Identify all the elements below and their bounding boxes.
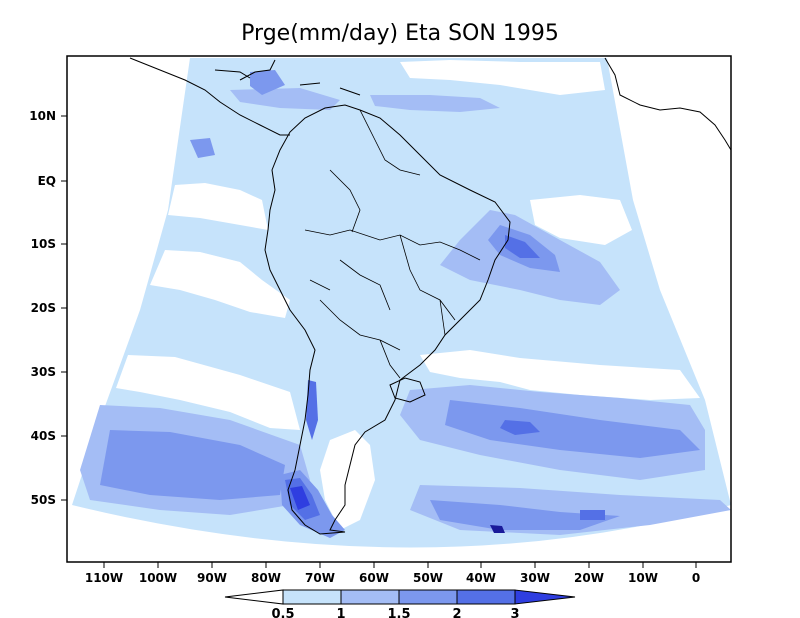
colorbar-segment-lt-0.5 <box>224 589 284 605</box>
lat-label-10n: 10N <box>29 109 56 123</box>
colorbar-segment-0.5-1 <box>282 589 342 605</box>
country-borders <box>304 109 481 379</box>
lat-label-20s: 20S <box>31 301 56 315</box>
lon-label-10w: 10W <box>628 571 658 585</box>
latitude-axis: 10N EQ 10S 20S 30S 40S 50S <box>29 109 67 507</box>
lon-label-70w: 70W <box>305 571 335 585</box>
lon-label-100w: 100W <box>139 571 177 585</box>
colorbar-segment-gt-3 <box>514 589 576 605</box>
lon-label-110w: 110W <box>85 571 123 585</box>
caribbean-islands <box>214 69 361 96</box>
lat-label-40s: 40S <box>31 429 56 443</box>
lon-label-20w: 20W <box>574 571 604 585</box>
colorbar-segment-1-1.5 <box>340 589 400 605</box>
colorbar-segment-2-3 <box>456 589 516 605</box>
lon-label-50w: 50W <box>413 571 443 585</box>
extreme-precip-areas <box>285 235 605 533</box>
lon-label-0: 0 <box>692 571 700 585</box>
coastlines <box>129 57 732 535</box>
south-america-outline <box>264 104 511 535</box>
lat-label-eq: EQ <box>38 174 56 188</box>
colorbar-label-1.5: 1.5 <box>387 607 410 618</box>
map-title: Prge(mm/day) Eta SON 1995 <box>241 21 559 46</box>
colorbar-label-2: 2 <box>452 607 461 618</box>
lon-label-60w: 60W <box>359 571 389 585</box>
longitude-axis: 110W 100W 90W 80W 70W 60W 50W 40W 30W 20… <box>85 562 700 585</box>
colorbar: 0.5 1 1.5 2 3 <box>224 589 576 618</box>
lat-label-50s: 50S <box>31 493 56 507</box>
lat-label-30s: 30S <box>31 365 56 379</box>
colorbar-segment-1.5-2 <box>398 589 458 605</box>
lon-label-90w: 90W <box>197 571 227 585</box>
rio-de-la-plata <box>389 377 426 403</box>
africa-outline <box>604 57 732 151</box>
colorbar-label-1: 1 <box>336 607 345 618</box>
lon-label-80w: 80W <box>251 571 281 585</box>
low-precip-areas <box>116 60 700 530</box>
colorbar-label-3: 3 <box>510 607 519 618</box>
lon-label-40w: 40W <box>466 571 496 585</box>
lon-label-30w: 30W <box>520 571 550 585</box>
map-frame <box>66 55 732 563</box>
map-area <box>66 55 732 563</box>
colorbar-label-0.5: 0.5 <box>271 607 294 618</box>
lat-label-10s: 10S <box>31 237 56 251</box>
